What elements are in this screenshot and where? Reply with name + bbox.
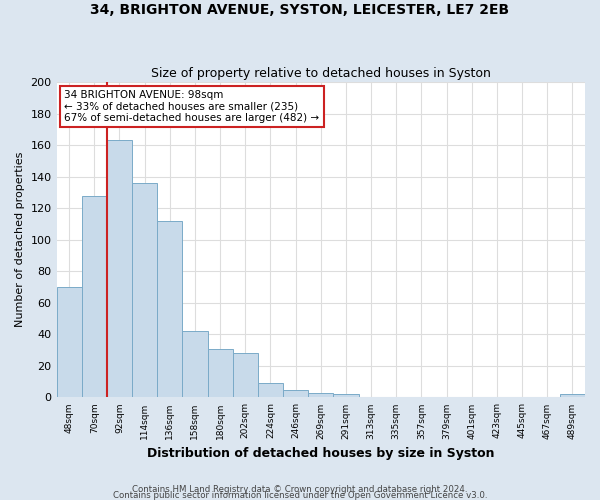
Y-axis label: Number of detached properties: Number of detached properties xyxy=(15,152,25,328)
Bar xyxy=(107,140,132,398)
Text: 34, BRIGHTON AVENUE, SYSTON, LEICESTER, LE7 2EB: 34, BRIGHTON AVENUE, SYSTON, LEICESTER, … xyxy=(91,2,509,16)
Text: 34 BRIGHTON AVENUE: 98sqm
← 33% of detached houses are smaller (235)
67% of semi: 34 BRIGHTON AVENUE: 98sqm ← 33% of detac… xyxy=(64,90,320,123)
Bar xyxy=(132,183,157,398)
Bar xyxy=(283,390,308,398)
Bar xyxy=(82,196,107,398)
Text: Contains public sector information licensed under the Open Government Licence v3: Contains public sector information licen… xyxy=(113,490,487,500)
Bar xyxy=(308,392,334,398)
Text: Contains HM Land Registry data © Crown copyright and database right 2024.: Contains HM Land Registry data © Crown c… xyxy=(132,484,468,494)
Bar xyxy=(233,354,258,398)
Bar xyxy=(157,221,182,398)
X-axis label: Distribution of detached houses by size in Syston: Distribution of detached houses by size … xyxy=(147,447,494,460)
Title: Size of property relative to detached houses in Syston: Size of property relative to detached ho… xyxy=(151,66,491,80)
Bar xyxy=(258,383,283,398)
Bar xyxy=(334,394,359,398)
Bar xyxy=(56,287,82,398)
Bar xyxy=(560,394,585,398)
Bar xyxy=(182,331,208,398)
Bar xyxy=(208,348,233,398)
